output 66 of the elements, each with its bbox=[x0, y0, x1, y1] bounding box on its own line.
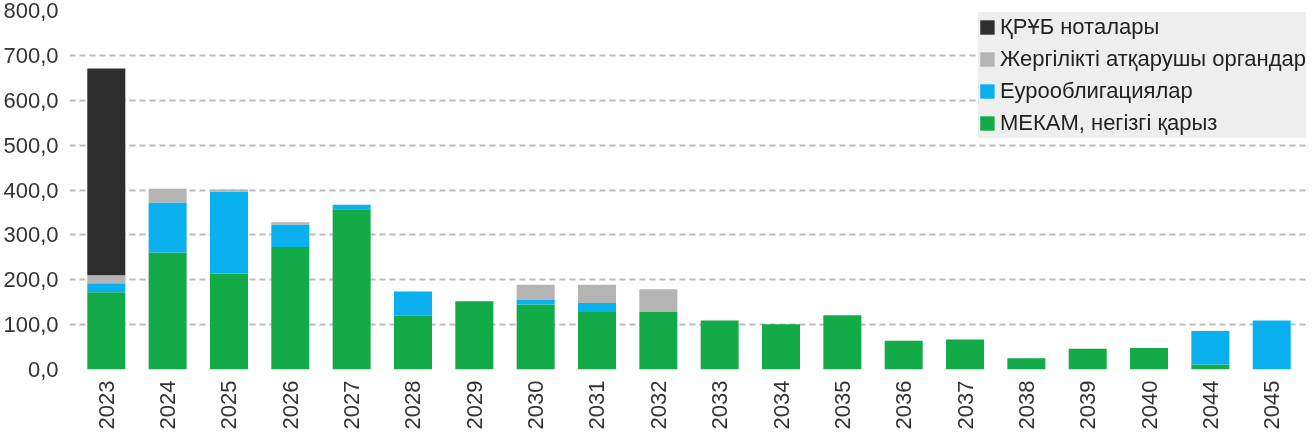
x-tick-label: 2032 bbox=[645, 380, 671, 430]
legend-label: Еурооблигациялар bbox=[999, 77, 1193, 105]
bar bbox=[823, 315, 862, 370]
bar bbox=[700, 320, 739, 370]
y-tick-label: 700,0 bbox=[3, 42, 59, 68]
x-tick-label: 2028 bbox=[400, 380, 426, 430]
bar bbox=[577, 303, 617, 313]
x-tick-label: 2025 bbox=[216, 380, 242, 430]
bar bbox=[87, 283, 126, 293]
x-tick-label: 2030 bbox=[523, 380, 549, 430]
bar bbox=[884, 340, 923, 370]
x-tick-label: 2023 bbox=[93, 380, 119, 430]
bar bbox=[1191, 330, 1230, 365]
x-tick-label: 2031 bbox=[584, 380, 610, 430]
x-tick-label: 2040 bbox=[1136, 380, 1162, 430]
bar bbox=[639, 312, 678, 370]
bar bbox=[577, 284, 617, 304]
bar bbox=[271, 222, 310, 225]
bar bbox=[87, 292, 126, 370]
y-tick-label: 100,0 bbox=[3, 312, 59, 338]
bar bbox=[393, 291, 432, 316]
y-tick-label: 300,0 bbox=[3, 222, 59, 248]
bar bbox=[209, 191, 248, 274]
x-tick-label: 2026 bbox=[277, 380, 303, 430]
bar bbox=[639, 289, 678, 313]
bar bbox=[1252, 320, 1291, 370]
x-tick-label: 2024 bbox=[155, 380, 181, 430]
bar bbox=[271, 246, 310, 370]
legend-label: Жергілікті атқарушы органдар bbox=[999, 45, 1306, 73]
bar bbox=[1130, 347, 1169, 370]
y-tick-label: 500,0 bbox=[3, 132, 59, 158]
x-tick-label: 2036 bbox=[891, 380, 917, 430]
x-tick-label: 2034 bbox=[768, 380, 794, 430]
bar bbox=[1068, 348, 1107, 370]
bar bbox=[87, 275, 126, 284]
y-tick-label: 0,0 bbox=[27, 357, 59, 382]
x-tick-label: 2045 bbox=[1259, 380, 1285, 430]
bar bbox=[577, 312, 617, 370]
bar bbox=[148, 252, 187, 370]
bar bbox=[516, 284, 555, 300]
bar bbox=[946, 339, 985, 370]
bar bbox=[87, 68, 126, 276]
bar bbox=[516, 304, 555, 370]
bar bbox=[148, 202, 187, 253]
x-tick-label: 2029 bbox=[461, 380, 487, 430]
x-tick-label: 2037 bbox=[952, 380, 978, 430]
bar bbox=[761, 324, 801, 370]
y-tick-label: 800,0 bbox=[3, 0, 59, 23]
x-tick-label: 2033 bbox=[707, 380, 733, 430]
bar bbox=[455, 301, 494, 370]
y-tick-label: 200,0 bbox=[3, 267, 59, 293]
bar bbox=[393, 315, 432, 370]
x-tick-label: 2044 bbox=[1197, 380, 1223, 430]
bar bbox=[148, 188, 187, 203]
y-tick-label: 400,0 bbox=[3, 177, 59, 203]
x-tick-label: 2039 bbox=[1075, 380, 1101, 430]
x-tick-label: 2027 bbox=[339, 380, 365, 430]
x-tick-label: 2035 bbox=[829, 380, 855, 430]
bar bbox=[209, 273, 248, 370]
legend-label: МЕКАМ, негізгі қарыз bbox=[999, 109, 1218, 137]
legend-label: ҚРҰБ ноталары bbox=[999, 13, 1160, 41]
bar bbox=[271, 224, 310, 247]
x-tick-label: 2038 bbox=[1013, 380, 1039, 430]
y-tick-label: 600,0 bbox=[3, 87, 59, 113]
bar bbox=[1007, 358, 1046, 370]
bar bbox=[332, 209, 371, 370]
